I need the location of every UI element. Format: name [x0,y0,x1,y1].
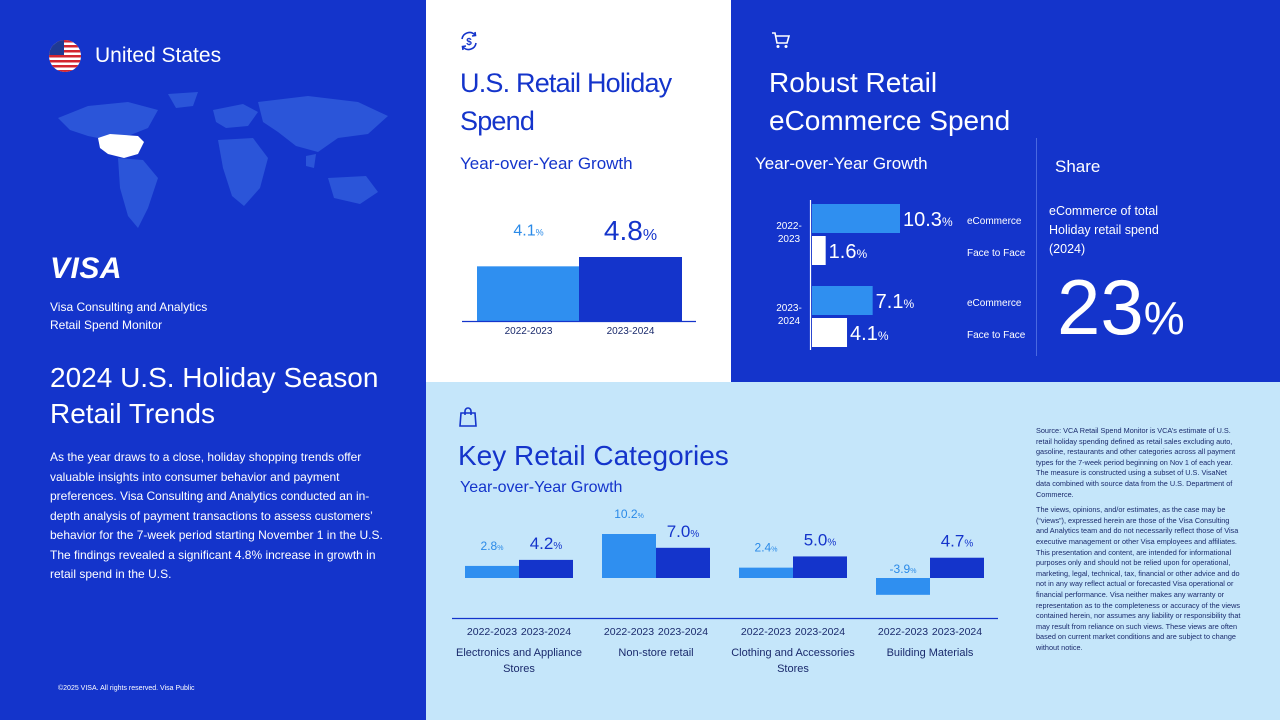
share-number: 23 [1057,263,1144,351]
dollar-cycle-icon: $ [461,31,477,51]
bar-2023-2024-3 [930,557,984,578]
ecommerce-chart: 2022- 2023 10.3% eCommerce 1.6% Face to Face 2… [776,200,1026,350]
shopping-cart-icon [772,32,791,48]
value-label-2022-2023-3: -3.9% [890,562,917,576]
tick-label-2022-2023-3: 2022-2023 [878,626,928,638]
tick-label-2023-2024-1: 2023-2024 [658,626,708,638]
share-value: 23% [1057,262,1185,363]
categories-title: Key Retail Categories [458,440,729,471]
bar-2022-2023-3 [876,578,930,595]
category-label-0-1: Stores [503,663,535,675]
ecommerce-title: Robust Retail eCommerce Spend [769,67,1011,136]
bar-2023-2024-1 [656,547,710,578]
value-label-2022-2023: 4.1% [513,222,543,239]
bar-2022-2023-eCommerce [812,204,900,233]
group-label-2023-2024-b: 2024 [778,316,801,327]
series-label-2023-2024-eCommerce: eCommerce [967,298,1022,309]
value-label-2022-2023-1: 10.2% [614,507,644,521]
bar-2022-2023-0 [465,565,519,578]
value-label-2022-2023-eCommerce: 10.3% [903,209,953,231]
bar-2023-2024 [579,257,682,321]
tick-label-2023-2024-2: 2023-2024 [795,626,845,638]
series-label-2023-2024-Face to Face: Face to Face [967,330,1026,341]
bar-2023-2024-eCommerce [812,286,873,315]
bar-2023-2024-Face to Face [812,318,848,347]
share-unit: % [1143,292,1185,344]
page-title: 2024 U.S. Holiday Season Retail Trends [50,362,379,429]
bar-2022-2023-2 [739,567,793,578]
subtitle-line2: Retail Spend Monitor [50,318,163,332]
source-note: Source: VCA Retail Spend Monitor is VCA’… [1036,426,1242,653]
category-label-1-0: Non-store retail [618,647,693,659]
us-flag-icon [49,40,81,72]
value-label-2023-2024-1: 7.0% [667,522,700,541]
retail-subtitle: Year-over-Year Growth [460,154,633,173]
retail-panel: $ U.S. Retail Holiday Spend Year-over-Ye… [426,0,731,382]
tick-label-2023-2024: 2023-2024 [607,326,655,337]
tick-label-2023-2024-3: 2023-2024 [932,626,982,638]
category-label-0-0: Electronics and Appliance [456,647,582,659]
value-label-2022-2023-0: 2.8% [481,539,504,553]
svg-text:$: $ [466,37,472,48]
bar-2023-2024-0 [519,559,573,578]
category-label-2-1: Stores [777,663,809,675]
source-paragraph-1: Source: VCA Retail Spend Monitor is VCA’… [1036,426,1236,499]
series-label-2022-2023-eCommerce: eCommerce [967,216,1022,227]
value-label-2022-2023-Face to Face: 1.6% [829,241,868,263]
bar-2022-2023 [477,266,580,321]
group-label-2022-2023-a: 2022- [776,221,802,232]
subtitle-line1: Visa Consulting and Analytics [50,300,208,314]
tick-label-2023-2024-0: 2023-2024 [521,626,571,638]
category-label-3-0: Building Materials [887,647,974,659]
retail-chart: 4.1% 2022-2023 4.8% 2023-2024 [462,215,696,337]
bar-2022-2023-Face to Face [812,236,826,265]
group-label-2022-2023-b: 2023 [778,234,801,245]
value-label-2023-2024-Face to Face: 4.1% [850,323,889,345]
bar-2023-2024-2 [793,556,847,578]
value-label-2022-2023-2: 2.4% [755,541,778,555]
value-label-2023-2024-eCommerce: 7.1% [876,291,915,313]
divider [1036,138,1037,356]
value-label-2023-2024-3: 4.7% [941,532,974,551]
series-label-2022-2023-Face to Face: Face to Face [967,248,1026,259]
tick-label-2022-2023-2: 2022-2023 [741,626,791,638]
tick-label-2022-2023-1: 2022-2023 [604,626,654,638]
world-map-icon [58,92,388,228]
shopping-bag-icon [459,407,477,427]
group-label-2023-2024-a: 2023- [776,303,802,314]
copyright: ©2025 VISA. All rights reserved. Visa Pu… [58,685,195,692]
us-highlight [98,134,144,158]
source-paragraph-2: The views, opinions, and/or estimates, a… [1036,505,1241,652]
left-panel: United States VISA Visa Consulting and A… [0,0,426,720]
country-label: United States [95,44,222,67]
value-label-2023-2024: 4.8% [604,215,657,246]
categories-chart: 2.8% 2022-2023 4.2% 2023-2024 Electronics an… [452,507,998,675]
categories-panel: Key Retail Categories Year-over-Year Gro… [426,382,1280,720]
visa-logo: VISA [50,252,123,285]
share-heading: Share [1055,157,1101,176]
ecommerce-panel: Robust Retail eCommerce Spend Year-over-… [731,0,1280,382]
ecommerce-subtitle: Year-over-Year Growth [755,154,928,173]
tick-label-2022-2023-0: 2022-2023 [467,626,517,638]
tick-label-2022-2023: 2022-2023 [505,326,553,337]
value-label-2023-2024-0: 4.2% [530,534,563,553]
category-label-2-0: Clothing and Accessories [731,647,855,659]
intro-paragraph: As the year draws to a close, holiday sh… [50,450,383,581]
categories-subtitle: Year-over-Year Growth [460,479,623,496]
share-description: eCommerce of total Holiday retail spend … [1049,204,1159,256]
retail-title: U.S. Retail Holiday Spend [460,68,672,136]
value-label-2023-2024-2: 5.0% [804,530,837,549]
bar-2022-2023-1 [602,534,656,578]
